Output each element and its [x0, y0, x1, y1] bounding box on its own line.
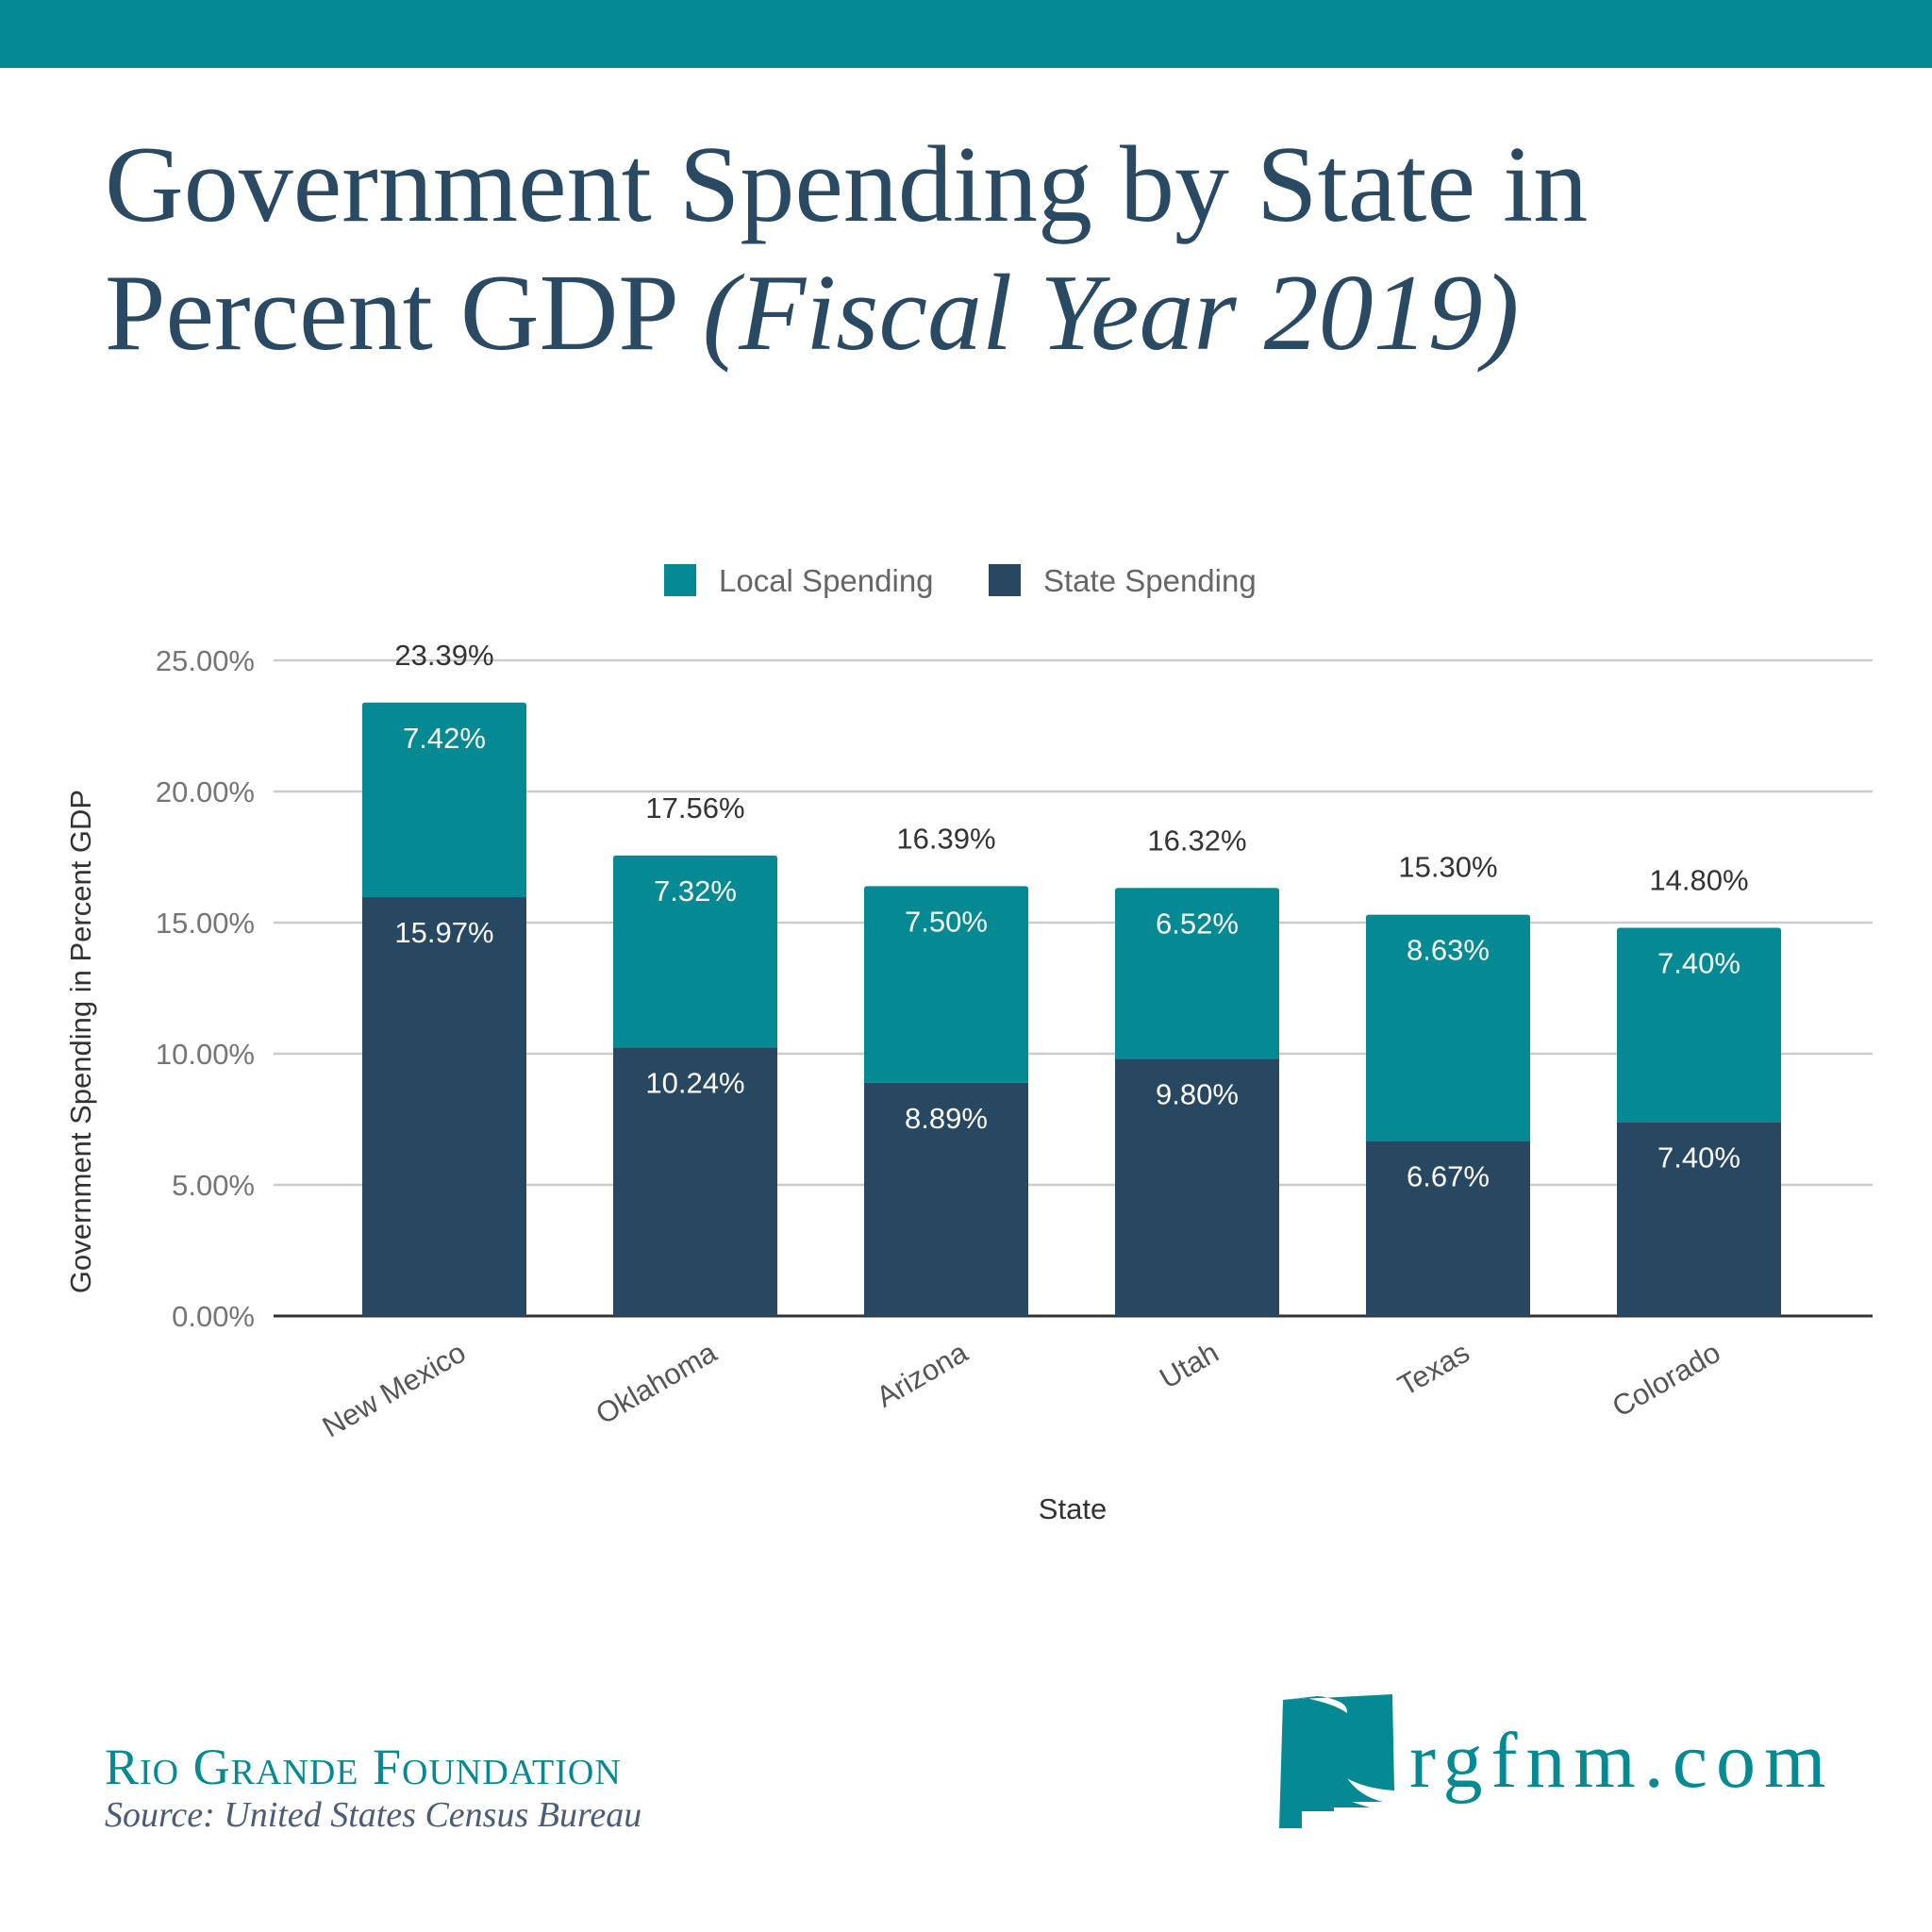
title-main: Government Spending by State in Percent … — [105, 125, 1589, 374]
bar-local-spending — [1366, 914, 1530, 1141]
x-tick-label: Colorado — [1607, 1336, 1725, 1424]
total-value-label: 17.56% — [645, 791, 744, 824]
rgf-logo-icon — [1279, 1694, 1394, 1828]
bar-state-spending — [613, 1047, 777, 1316]
state-value-label: 7.40% — [1657, 1141, 1740, 1174]
state-value-label: 8.89% — [905, 1102, 988, 1135]
state-value-label: 15.97% — [394, 916, 493, 949]
y-tick-label: 20.00% — [156, 775, 255, 808]
chart-title: Government Spending by State in Percent … — [105, 121, 1850, 377]
y-axis-title: Government Spending in Percent GDP — [64, 790, 97, 1293]
y-tick-label: 10.00% — [156, 1038, 255, 1071]
y-tick-label: 25.00% — [156, 644, 255, 677]
bar-state-spending — [1115, 1058, 1279, 1316]
state-value-label: 9.80% — [1156, 1078, 1239, 1111]
local-value-label: 6.52% — [1156, 907, 1239, 940]
total-value-label: 16.39% — [896, 822, 995, 855]
total-value-label: 16.32% — [1147, 824, 1246, 857]
local-value-label: 7.32% — [654, 874, 737, 908]
local-value-label: 7.42% — [403, 722, 486, 755]
x-tick-label: Oklahoma — [591, 1335, 724, 1430]
local-value-label: 7.40% — [1657, 947, 1740, 980]
bar-state-spending — [362, 897, 526, 1316]
y-tick-label: 5.00% — [172, 1169, 255, 1202]
source-note: Source: United States Census Bureau — [105, 1795, 642, 1835]
y-tick-label: 15.00% — [156, 907, 255, 940]
total-value-label: 14.80% — [1649, 864, 1748, 897]
legend-swatch-state — [989, 564, 1021, 596]
bar-local-spending — [362, 702, 526, 898]
total-value-label: 23.39% — [394, 639, 493, 672]
y-tick-label: 0.00% — [172, 1300, 255, 1333]
legend-label-local: Local Spending — [719, 563, 934, 598]
x-tick-label: New Mexico — [317, 1336, 472, 1444]
local-value-label: 7.50% — [905, 905, 988, 938]
bar-state-spending — [1366, 1141, 1530, 1316]
bar-local-spending — [613, 855, 777, 1048]
top-banner — [0, 0, 1932, 68]
bar-state-spending — [864, 1082, 1028, 1316]
total-value-label: 15.30% — [1398, 851, 1497, 884]
x-axis-title: State — [1039, 1492, 1107, 1525]
website-link[interactable]: rgfnm.com — [1409, 1717, 1835, 1805]
bar-local-spending — [864, 886, 1028, 1083]
bar-state-spending — [1617, 1122, 1781, 1316]
legend-swatch-local — [664, 564, 696, 596]
x-tick-label: Arizona — [871, 1335, 974, 1413]
organization-name: Rio Grande Foundation — [105, 1739, 622, 1795]
bar-local-spending — [1115, 888, 1279, 1059]
bar-local-spending — [1617, 927, 1781, 1123]
title-italic: (Fiscal Year 2019) — [702, 253, 1520, 374]
local-value-label: 8.63% — [1407, 934, 1490, 967]
state-value-label: 6.67% — [1407, 1160, 1490, 1193]
legend-label-state: State Spending — [1043, 563, 1257, 598]
x-tick-label: Utah — [1154, 1336, 1224, 1395]
x-tick-label: Texas — [1392, 1336, 1475, 1403]
state-value-label: 10.24% — [645, 1066, 744, 1099]
